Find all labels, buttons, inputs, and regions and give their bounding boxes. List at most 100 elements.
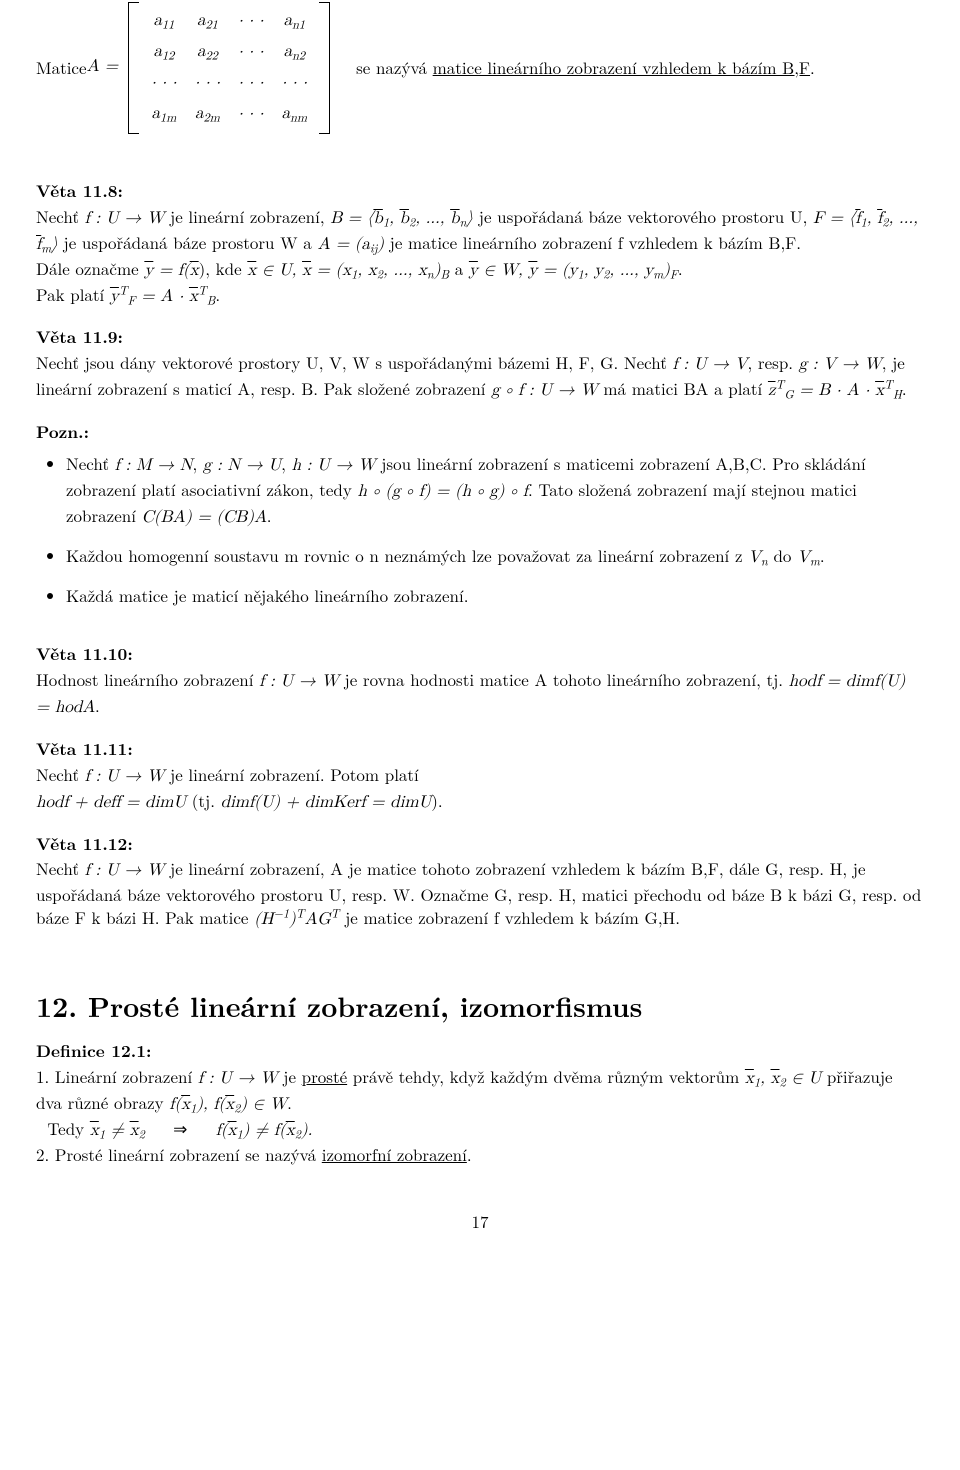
t: a — [449, 256, 469, 280]
m: A = (a — [317, 236, 369, 253]
s: G — [784, 385, 793, 403]
m: x — [247, 262, 256, 279]
m: , x — [357, 262, 376, 279]
t: je lineární zobrazení. Potom platí — [164, 762, 418, 786]
m: AG — [305, 911, 331, 928]
t: . — [95, 693, 100, 717]
t: . — [820, 543, 825, 567]
m: B = ⟨ — [330, 210, 373, 227]
t: . — [810, 55, 815, 79]
t: , — [281, 451, 291, 475]
s: T — [776, 375, 785, 393]
s: T — [296, 904, 305, 922]
m: h ∘ (g ∘ f) = (h ∘ g) ∘ f — [358, 483, 528, 500]
matrix-after: se nazývá matice lineárního zobrazení vz… — [356, 56, 815, 79]
mc: a — [284, 12, 293, 29]
page-number: 17 — [36, 1210, 924, 1233]
t: Hodnost lineárního zobrazení — [36, 667, 259, 691]
m: f( — [169, 1096, 181, 1113]
m: g : V → W — [799, 356, 882, 373]
veta-1112-body: Nechť f : U → W je lineární zobrazení, A… — [36, 857, 924, 932]
s: F — [128, 290, 136, 308]
t: má matici BA a platí — [598, 376, 768, 400]
t: (tj. — [186, 788, 220, 812]
mi: 1m — [160, 112, 176, 124]
m: y — [110, 288, 119, 305]
matrix-a-eq: A = — [87, 56, 119, 79]
mc: · · · — [186, 68, 229, 99]
m: ) — [663, 262, 670, 279]
matrix-definition: Matice A = a11 a21 · · · an1 a12 a22 · ·… — [36, 2, 924, 134]
t: je matice zobrazení f vzhledem k bázím G… — [339, 905, 680, 929]
s: n — [427, 264, 434, 282]
m: h : U → W — [292, 457, 376, 474]
mc: · · · — [229, 99, 272, 130]
m: hodf + deff = dimU — [36, 794, 186, 811]
s: B — [440, 264, 449, 282]
matrix-table: a11 a21 · · · an1 a12 a22 · · · an2 · · … — [142, 6, 316, 130]
s: m — [41, 238, 51, 256]
m: V — [797, 549, 810, 566]
m: (H — [254, 911, 273, 928]
m: x — [225, 1096, 234, 1113]
m: f : U → W — [85, 210, 165, 227]
m: ⟩ — [51, 236, 58, 253]
m: ≠ — [105, 1122, 130, 1139]
m: C(BA) = (CB)A — [142, 509, 267, 526]
m: x — [286, 1122, 295, 1139]
m: f : U → V — [673, 356, 748, 373]
s: T — [198, 280, 207, 298]
t: Každá matice je maticí nějakého lineární… — [66, 583, 468, 607]
t: do — [768, 543, 797, 567]
m: y — [469, 262, 478, 279]
m: , — [389, 210, 399, 227]
m: , — [760, 1070, 770, 1087]
m: x — [130, 1122, 139, 1139]
t: Nechť jsou dány vektorové prostory U, V,… — [36, 350, 673, 374]
m: = (y — [537, 262, 577, 279]
t: Nechť — [36, 762, 85, 786]
t: . — [215, 282, 220, 306]
m: x — [190, 262, 199, 279]
m: F = ⟨ — [813, 210, 855, 227]
t: 2. Prosté lineární zobrazení se nazývá — [36, 1142, 322, 1166]
mc: a — [284, 43, 293, 60]
m: ) ≠ f( — [243, 1122, 286, 1139]
m: ∈ W, — [478, 262, 528, 279]
m: g : N → U — [203, 457, 281, 474]
t: Každou homogenní soustavu m rovnic o n n… — [66, 543, 748, 567]
pozn-heading: Pozn.: — [36, 421, 924, 444]
matrix-lead: Matice — [36, 56, 87, 79]
m: x — [875, 382, 884, 399]
mc: · · · — [273, 68, 317, 99]
m: , ..., y — [609, 262, 653, 279]
list-item: Nechť f : M → N, g : N → U, h : U → W js… — [66, 452, 924, 530]
m: ) — [377, 236, 384, 253]
m: x — [90, 1122, 99, 1139]
s: T — [119, 280, 128, 298]
m: ∈ U — [786, 1070, 821, 1087]
veta-1110-body: Hodnost lineárního zobrazení f : U → W j… — [36, 668, 924, 720]
m: f : M → N — [115, 457, 193, 474]
m: , ..., — [415, 210, 450, 227]
m: = f( — [153, 262, 189, 279]
m: x — [745, 1070, 754, 1087]
t: Nechť — [66, 451, 115, 475]
m: ) — [289, 911, 296, 928]
t: Tedy — [36, 1116, 90, 1140]
t: Nechť — [36, 204, 85, 228]
t: . — [467, 1142, 472, 1166]
veta-1110-heading: Věta 11.10: — [36, 643, 924, 666]
m: x — [302, 262, 311, 279]
s: m — [653, 264, 663, 282]
mc: a — [282, 105, 291, 122]
s: n — [761, 551, 768, 569]
m: , — [867, 210, 877, 227]
veta-1111-heading: Věta 11.11: — [36, 738, 924, 761]
t: 1. Lineární zobrazení — [36, 1064, 198, 1088]
veta-119-body: Nechť jsou dány vektorové prostory U, V,… — [36, 351, 924, 403]
t: je matice lineárního zobrazení f vzhlede… — [384, 230, 801, 254]
m: ), f( — [196, 1096, 225, 1113]
m: b — [450, 210, 459, 227]
m: y — [528, 262, 537, 279]
